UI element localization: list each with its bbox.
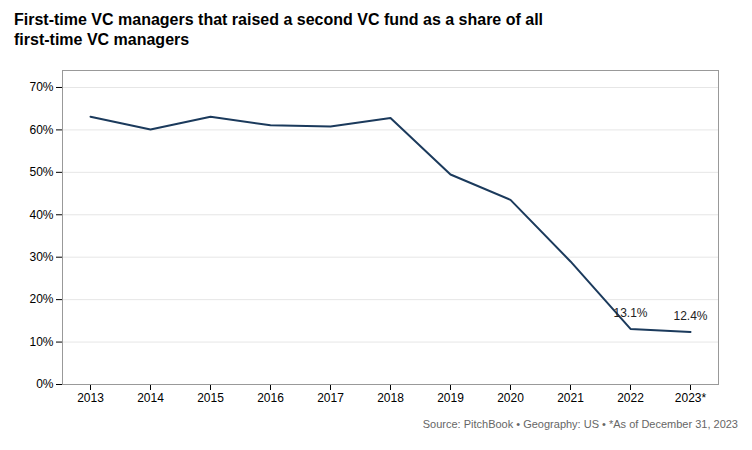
svg-text:2020: 2020 — [497, 391, 524, 405]
html-text:First-time VC managers that ra: First-time VC managers that raised a sec… — [14, 11, 543, 48]
svg-text:13.1%: 13.1% — [613, 306, 647, 320]
svg-text:60%: 60% — [29, 123, 53, 137]
svg-text:2016: 2016 — [257, 391, 284, 405]
svg-text:2019: 2019 — [437, 391, 464, 405]
svg-text:2018: 2018 — [377, 391, 404, 405]
svg-text:40%: 40% — [29, 208, 53, 222]
svg-text:30%: 30% — [29, 250, 53, 264]
svg-text:12.4%: 12.4% — [673, 309, 707, 323]
svg-text:2017: 2017 — [317, 391, 344, 405]
svg-text:10%: 10% — [29, 335, 53, 349]
html-text:Source: PitchBook • Geography:: Source: PitchBook • Geography: US • *As … — [422, 418, 738, 430]
svg-text:20%: 20% — [29, 292, 53, 306]
svg-text:0%: 0% — [36, 377, 54, 391]
svg-text:2021: 2021 — [557, 391, 584, 405]
svg-text:2014: 2014 — [137, 391, 164, 405]
svg-text:2023*: 2023* — [675, 391, 707, 405]
svg-text:2013: 2013 — [77, 391, 104, 405]
svg-text:2015: 2015 — [197, 391, 224, 405]
svg-text:50%: 50% — [29, 165, 53, 179]
svg-text:70%: 70% — [29, 80, 53, 94]
svg-text:2022: 2022 — [617, 391, 644, 405]
